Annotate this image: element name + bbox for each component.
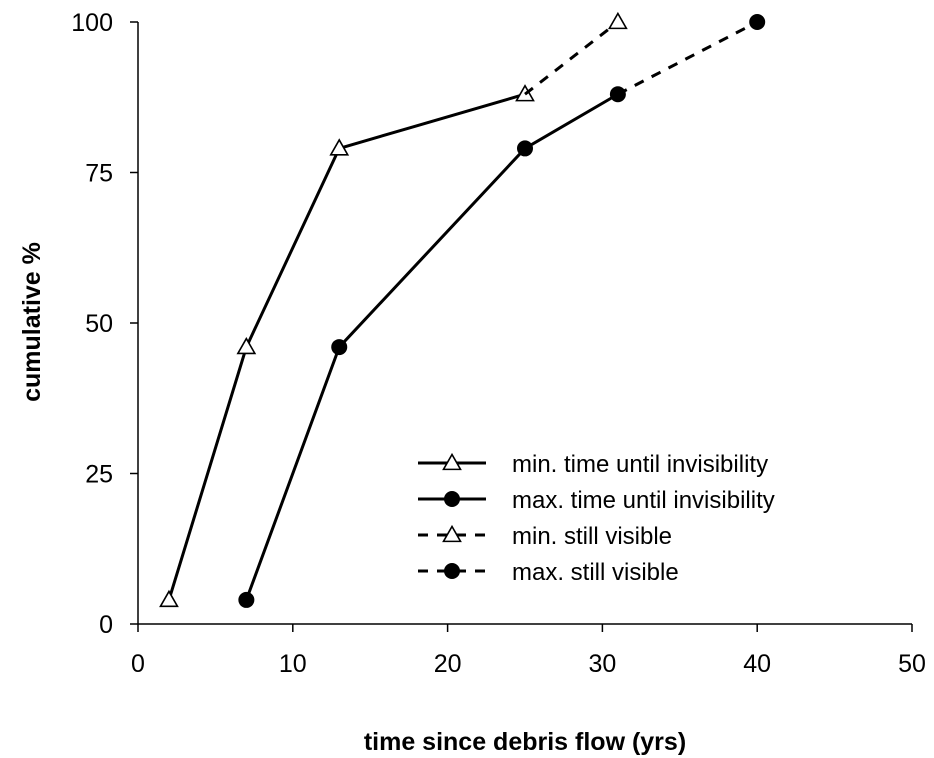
- x-tick-label: 50: [898, 650, 926, 678]
- series-line: [167, 92, 526, 601]
- legend-marker: [442, 452, 462, 471]
- data-point: [159, 589, 179, 608]
- y-tick-label: 50: [85, 310, 113, 338]
- axes: [130, 21, 913, 632]
- legend-entry-1: max. time until invisibility: [418, 487, 775, 514]
- x-tick-label: 0: [131, 650, 145, 678]
- y-tick-label: 100: [71, 9, 113, 37]
- series-line: [524, 20, 619, 96]
- data-point: [331, 339, 348, 356]
- legend-entry-2: min. still visible: [418, 523, 672, 550]
- x-tick-label: 30: [588, 650, 616, 678]
- legend-entry-3: max. still visible: [418, 559, 679, 586]
- legend-label: min. time until invisibility: [512, 451, 768, 478]
- series-layer: [159, 11, 766, 608]
- series-line: [244, 92, 619, 601]
- y-tick-label: 0: [99, 611, 113, 639]
- legend-marker: [442, 524, 462, 543]
- y-axis-title: cumulative %: [18, 242, 46, 402]
- series-line: [617, 20, 758, 96]
- y-tick-label: 75: [85, 160, 113, 188]
- legend-label: max. time until invisibility: [512, 487, 775, 514]
- series-1: [238, 86, 626, 608]
- series-3: [617, 14, 766, 96]
- data-point: [608, 11, 628, 30]
- legend-marker: [444, 563, 460, 579]
- legend: min. time until invisibility max. time un…: [418, 451, 775, 586]
- legend-entry-0: min. time until invisibility: [418, 451, 768, 478]
- y-tick-label: 25: [85, 461, 113, 489]
- y-tick-labels: 0 25 50 75 100: [71, 9, 113, 639]
- data-point: [329, 138, 350, 156]
- x-tick-labels: 0 10 20 30 40 50: [131, 650, 926, 678]
- data-point: [749, 14, 766, 30]
- x-tick-label: 20: [434, 650, 462, 678]
- data-point: [238, 591, 255, 608]
- x-tick-label: 40: [743, 650, 771, 678]
- data-point: [236, 336, 257, 355]
- legend-label: max. still visible: [512, 559, 679, 586]
- x-axis-title: time since debris flow (yrs): [364, 728, 686, 756]
- x-tick-label: 10: [279, 650, 307, 678]
- series-2: [524, 11, 628, 96]
- legend-marker: [444, 491, 460, 507]
- data-point: [517, 140, 533, 157]
- legend-label: min. still visible: [512, 523, 672, 550]
